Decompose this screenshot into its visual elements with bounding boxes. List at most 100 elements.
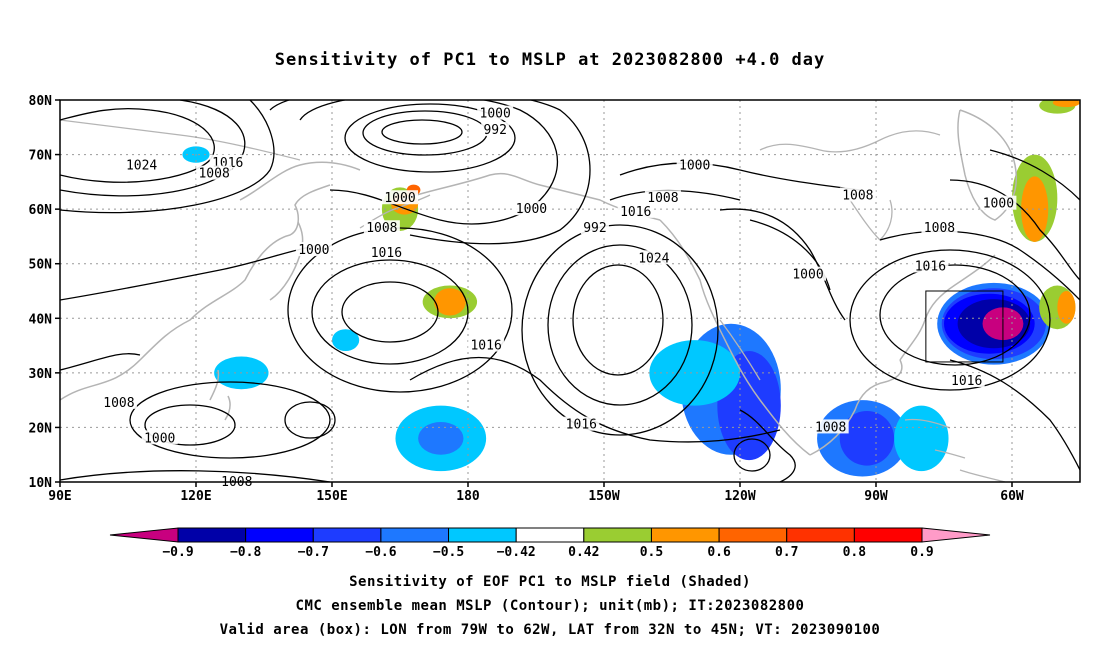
colorbar-label: −0.42 <box>497 545 536 560</box>
colorbar-label: −0.6 <box>365 545 396 560</box>
shading-blob <box>1057 291 1076 324</box>
contour-label: 1016 <box>371 246 402 261</box>
contour-label-bg <box>468 337 505 352</box>
contour-label-bg <box>948 373 985 388</box>
contour-label-bg <box>382 190 418 205</box>
contour-label: 1008 <box>366 221 397 236</box>
contour-label: 1008 <box>924 221 955 236</box>
contour-label-bg <box>676 157 713 172</box>
contour-label-bg <box>635 250 672 265</box>
contour-label: 1016 <box>620 205 651 220</box>
contour-label: 1024 <box>638 251 669 266</box>
colorbar: −0.9 −0.8 −0.7 −0.6 −0.5 −0.42 0.42 0.5 0.6 0.7 0.… <box>109 527 991 560</box>
contour-label-bg <box>209 154 246 169</box>
contour-label: 1008 <box>103 396 134 411</box>
contour-label: 1008 <box>815 420 846 435</box>
colorbar-max-triangle <box>921 527 991 543</box>
lon-label: 90W <box>864 489 888 504</box>
contour-label-bg <box>921 220 958 235</box>
contour-label-bg <box>477 105 514 120</box>
colorbar-label: 0.6 <box>707 545 731 560</box>
contour-label-bg <box>218 474 255 488</box>
contour-label-bg <box>617 203 654 218</box>
colorbar-swatch <box>853 527 923 543</box>
colorbar-label: 0.5 <box>640 545 663 560</box>
lon-label: 180 <box>456 489 480 504</box>
footer-line-1: Sensitivity of EOF PC1 to MSLP field (Sh… <box>349 574 751 590</box>
colorbar-swatch <box>380 527 450 543</box>
footer-line-3: Valid area (box): LON from 79W to 62W, L… <box>219 622 881 638</box>
map-frame <box>59 99 1081 483</box>
lon-label: 120W <box>724 489 755 504</box>
shading-blob <box>839 411 895 466</box>
colorbar-swatch <box>177 527 247 543</box>
lat-label: 10N <box>29 476 53 491</box>
shading-blob <box>418 421 464 455</box>
contour-label: 1000 <box>983 197 1014 212</box>
lon-label: 60W <box>1000 489 1024 504</box>
colorbar-label: 0.42 <box>568 545 599 560</box>
valid-area-box <box>925 290 1004 363</box>
contour-label-bg <box>912 258 949 273</box>
colorbar-swatch <box>583 527 652 543</box>
contour-label-bg <box>481 122 510 137</box>
contour-label-bg <box>812 419 849 434</box>
contour-label: 1016 <box>566 418 597 433</box>
lon-label: 120E <box>180 489 211 504</box>
colorbar-label: −0.7 <box>298 545 329 560</box>
colorbar-label: 0.7 <box>775 545 798 560</box>
colorbar-swatch <box>718 527 788 543</box>
contour-label: 1016 <box>915 259 946 274</box>
colorbar-label: 0.9 <box>910 545 933 560</box>
contour-label: 992 <box>583 221 606 236</box>
lat-label: 30N <box>29 367 53 382</box>
contour-label-bg <box>295 242 332 257</box>
shading-blob <box>434 288 466 316</box>
contour-label: 1000 <box>298 243 329 258</box>
lat-label: 20N <box>29 421 53 436</box>
contour-label-bg <box>563 416 600 431</box>
colorbar-swatch <box>515 527 585 543</box>
colorbar-label: 0.8 <box>843 545 867 560</box>
map-title: Sensitivity of PC1 to MSLP at 2023082800… <box>274 50 826 70</box>
shading-blob <box>1052 100 1080 108</box>
contour-label-bg <box>644 190 681 205</box>
lat-label: 60N <box>29 203 53 218</box>
colorbar-label: −0.9 <box>162 545 193 560</box>
lat-label: 70N <box>29 149 53 164</box>
shading-blob <box>332 329 360 352</box>
contour-label: 1008 <box>842 189 873 204</box>
lat-label: 40N <box>29 312 53 327</box>
contour-label-bg <box>513 201 550 216</box>
lat-label: 50N <box>29 258 53 273</box>
contour-label: 1024 <box>126 158 157 173</box>
contour-label: 992 <box>483 123 506 138</box>
colorbar-swatch <box>312 527 382 543</box>
contour-label: 1000 <box>480 107 511 122</box>
colorbar-label: −0.8 <box>230 545 261 560</box>
contour-label: 1016 <box>951 374 982 389</box>
shading-blob <box>1021 176 1049 242</box>
contour-label: 1000 <box>384 191 415 206</box>
contour-label-bg <box>368 244 405 259</box>
contour-label: 1000 <box>144 431 175 446</box>
contour-label-bg <box>123 157 160 172</box>
footer-line-2: CMC ensemble mean MSLP (Contour); unit(m… <box>295 598 805 614</box>
contour-label-bg <box>839 187 876 202</box>
contour-label-bg <box>580 220 609 235</box>
contour-label-bg <box>980 195 1017 210</box>
colorbar-swatch <box>786 527 855 543</box>
lon-label: 150W <box>588 489 619 504</box>
colorbar-label: −0.5 <box>433 545 464 560</box>
contour-label: 1000 <box>679 158 710 173</box>
contour-label: 1000 <box>792 268 823 283</box>
mslp-contours <box>60 100 1080 482</box>
shading-blob <box>894 405 949 472</box>
contour-label: 1008 <box>647 191 678 206</box>
contour-label-bg <box>790 266 826 281</box>
contour-label-bg <box>100 394 137 409</box>
lon-label: 150E <box>316 489 347 504</box>
